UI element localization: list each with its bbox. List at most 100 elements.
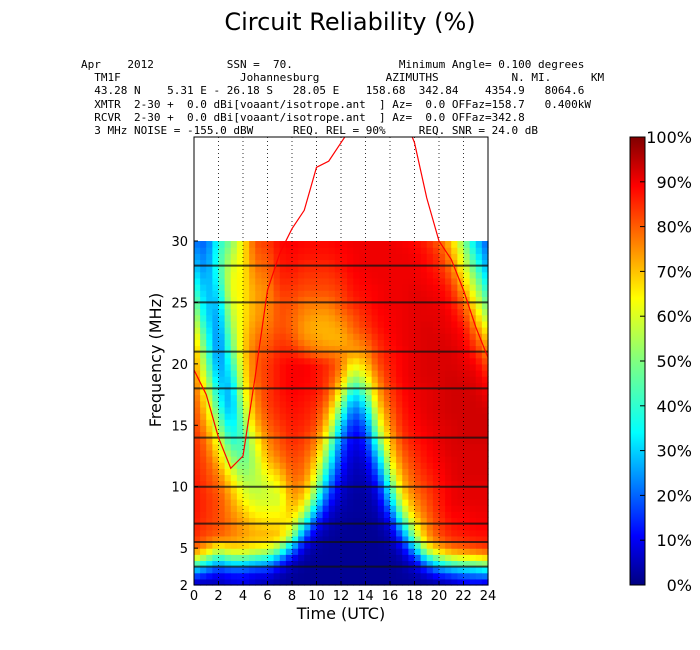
heatmap-cell [414, 566, 422, 574]
heatmap-cell [396, 480, 403, 488]
heatmap-cell [383, 542, 391, 549]
heatmap-cell [285, 277, 293, 285]
heatmap-cell [371, 357, 379, 365]
heatmap-cell [261, 511, 269, 519]
heatmap-cell [359, 560, 367, 568]
heatmap-cell [481, 247, 489, 254]
heatmap-cell [377, 357, 385, 365]
heatmap-cell [322, 572, 330, 580]
heatmap-cell [285, 241, 293, 248]
heatmap-cell [347, 413, 354, 420]
heatmap-cell [304, 480, 311, 488]
heatmap-cell [353, 302, 360, 310]
heatmap-cell [316, 566, 324, 574]
heatmap-cell [432, 523, 440, 531]
heatmap-cell [390, 290, 397, 297]
heatmap-cell [439, 345, 446, 353]
heatmap-cell [243, 437, 250, 445]
heatmap-cell [218, 271, 226, 279]
heatmap-cell [463, 529, 471, 537]
heatmap-cell [377, 449, 385, 457]
heatmap-cell [420, 296, 428, 304]
heatmap-cell [439, 480, 446, 488]
heatmap-cell [328, 388, 336, 396]
heatmap-cell [414, 572, 422, 580]
heatmap-cell [347, 265, 354, 273]
heatmap-cell [200, 492, 207, 500]
heatmap-cell [390, 511, 397, 519]
heatmap-cell [414, 357, 422, 365]
heatmap-cell [451, 517, 458, 525]
heatmap-cell [347, 376, 354, 383]
heatmap-cell [402, 548, 409, 555]
colorbar-tick-label: 100% [646, 128, 692, 147]
heatmap-cell [439, 302, 446, 310]
heatmap-cell [414, 314, 422, 322]
heatmap-cell [451, 296, 458, 304]
heatmap-cell [304, 572, 311, 580]
heatmap-cell [267, 363, 275, 371]
heatmap-cell [200, 320, 207, 328]
heatmap-cell [243, 284, 250, 291]
heatmap-cell [439, 382, 446, 390]
heatmap-cell [469, 308, 477, 316]
heatmap-cell [322, 560, 330, 568]
heatmap-cell [481, 400, 489, 408]
heatmap-cell [304, 548, 311, 555]
heatmap-cell [414, 345, 422, 353]
heatmap-cell [383, 302, 391, 310]
heatmap-cell [426, 388, 434, 396]
heatmap-cell [390, 523, 397, 531]
heatmap-cell [224, 443, 232, 451]
heatmap-cell [383, 406, 391, 414]
heatmap-cell [206, 566, 213, 574]
heatmap-cell [200, 357, 207, 365]
heatmap-cell [249, 339, 256, 347]
heatmap-cell [200, 314, 207, 322]
heatmap-cell [236, 529, 244, 537]
heatmap-cell [285, 351, 293, 359]
heatmap-cell [420, 523, 428, 531]
x-tick-label: 20 [431, 589, 448, 604]
heatmap-cell [249, 431, 256, 439]
heatmap-cell [255, 271, 262, 279]
heatmap-cell [212, 566, 220, 574]
heatmap-cell [322, 271, 330, 279]
heatmap-cell [194, 486, 201, 494]
heatmap-cell [396, 290, 403, 297]
heatmap-cell [432, 394, 440, 402]
heatmap-cell [328, 517, 336, 525]
heatmap-cell [377, 443, 385, 451]
heatmap-cell [469, 339, 477, 347]
heatmap-cell [414, 499, 422, 506]
heatmap-cell [249, 351, 256, 359]
heatmap-cell [322, 290, 330, 297]
heatmap-cell [445, 394, 452, 402]
heatmap-cell [224, 449, 232, 457]
heatmap-cell [408, 394, 416, 402]
heatmap-cell [230, 554, 238, 562]
heatmap-cell [414, 529, 422, 537]
heatmap-cell [292, 548, 299, 555]
heatmap-cell [267, 480, 275, 488]
heatmap-cell [457, 480, 465, 488]
heatmap-cell [279, 277, 287, 285]
heatmap-cell [261, 339, 269, 347]
heatmap-cell [371, 308, 379, 316]
heatmap-cell [445, 327, 452, 334]
heatmap-cell [273, 351, 281, 359]
heatmap-cell [377, 413, 385, 420]
heatmap-cell [304, 247, 311, 254]
heatmap-cell [481, 357, 489, 365]
heatmap-cell [310, 578, 318, 586]
heatmap-cell [396, 542, 403, 549]
heatmap-cell [414, 437, 422, 445]
heatmap-cell [206, 529, 213, 537]
heatmap-cell [475, 431, 483, 439]
heatmap-cell [236, 566, 244, 574]
heatmap-cell [267, 302, 275, 310]
heatmap-cell [212, 253, 220, 261]
heatmap-cell [224, 535, 232, 543]
heatmap-cell [236, 480, 244, 488]
heatmap-cell [298, 560, 305, 568]
